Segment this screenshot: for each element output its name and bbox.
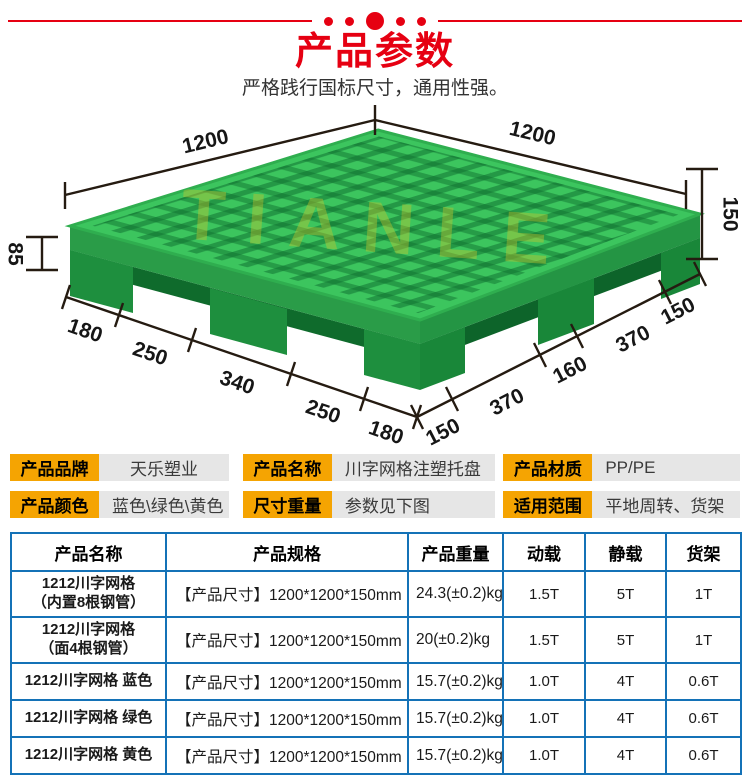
table-row: 1212川字网格 （面4根钢管） 【产品尺寸】1200*1200*150mm 20…	[10, 616, 742, 664]
cell-dynamic-load: 1.0T	[502, 662, 586, 701]
dim-bl-1: 250	[130, 337, 171, 370]
info-product-name-value: 川字网格注塑托盘	[331, 454, 496, 481]
cell-static-load: 4T	[584, 662, 667, 701]
info-size-weight: 尺寸重量 参数见下图	[242, 491, 496, 518]
col-header-rack-load: 货架	[665, 532, 742, 572]
decoration-line-right	[438, 20, 742, 22]
cell-dynamic-load: 1.5T	[502, 616, 586, 664]
info-brand-value: 天乐塑业	[99, 454, 229, 481]
dim-bl-2: 340	[217, 366, 258, 399]
cell-rack-load: 1T	[665, 570, 742, 618]
col-header-weight: 产品重量	[407, 532, 504, 572]
cell-rack-load: 0.6T	[665, 662, 742, 701]
cell-product-name: 1212川字网格 （内置8根钢管）	[10, 570, 167, 618]
red-dot	[345, 16, 354, 26]
pallet-dimension-figure: TIANLE 1200	[4, 105, 742, 447]
dimension-lines	[26, 105, 718, 430]
cell-static-load: 5T	[584, 616, 667, 664]
dim-br-4: 150	[657, 293, 699, 329]
cell-static-load: 4T	[584, 699, 667, 738]
cell-product-name: 1212川字网格 蓝色	[10, 662, 167, 701]
cell-weight: 20(±0.2)kg	[407, 616, 504, 664]
table-row: 1212川字网格 蓝色 【产品尺寸】1200*1200*150mm 15.7(±…	[10, 662, 742, 701]
col-header-static-load: 静载	[584, 532, 667, 572]
info-brand: 产品品牌 天乐塑业	[10, 454, 229, 481]
col-header-spec: 产品规格	[165, 532, 409, 572]
spec-table-header-row: 产品名称 产品规格 产品重量 动载 静载 货架	[10, 532, 742, 572]
cell-product-name: 1212川字网格 绿色	[10, 699, 167, 738]
cell-spec: 【产品尺寸】1200*1200*150mm	[165, 570, 409, 618]
info-product-name: 产品名称 川字网格注塑托盘	[242, 454, 496, 481]
info-material-label: 产品材质	[503, 454, 593, 481]
cell-static-load: 5T	[584, 570, 667, 618]
pallet-illustration: TIANLE	[64, 128, 705, 390]
col-header-dynamic-load: 动载	[502, 532, 586, 572]
cell-rack-load: 0.6T	[665, 736, 742, 775]
header-decoration	[0, 0, 750, 30]
dim-bl-4: 180	[366, 416, 407, 447]
dim-br-0: 150	[422, 414, 464, 447]
table-row: 1212川字网格 绿色 【产品尺寸】1200*1200*150mm 15.7(±…	[10, 699, 742, 738]
cell-spec: 【产品尺寸】1200*1200*150mm	[165, 616, 409, 664]
table-row: 1212川字网格 黄色 【产品尺寸】1200*1200*150mm 15.7(±…	[10, 736, 742, 775]
cell-weight: 15.7(±0.2)kg	[407, 699, 504, 738]
info-scope-value: 平地周转、货架	[592, 491, 740, 518]
dim-top-right: 1200	[507, 117, 558, 150]
cell-weight: 15.7(±0.2)kg	[407, 662, 504, 701]
cell-spec: 【产品尺寸】1200*1200*150mm	[165, 736, 409, 775]
cell-static-load: 4T	[584, 736, 667, 775]
cell-spec: 【产品尺寸】1200*1200*150mm	[165, 662, 409, 701]
dim-br-3: 370	[612, 321, 654, 357]
col-header-name: 产品名称	[10, 532, 167, 572]
cell-product-name: 1212川字网格 黄色	[10, 736, 167, 775]
spec-table: 产品名称 产品规格 产品重量 动载 静载 货架 1212川字网格 （内置8根钢管）…	[10, 532, 742, 775]
red-dot	[396, 16, 405, 26]
dim-bl-3: 250	[303, 395, 344, 428]
red-dot	[324, 16, 333, 26]
dim-height-150: 150	[719, 196, 742, 231]
page-subtitle: 严格践行国标尺寸，通用性强。	[241, 78, 508, 99]
cell-rack-load: 1T	[665, 616, 742, 664]
cell-rack-load: 0.6T	[665, 699, 742, 738]
info-row-1: 产品品牌 天乐塑业 产品名称 川字网格注塑托盘 产品材质 PP/PE	[10, 454, 740, 481]
cell-spec: 【产品尺寸】1200*1200*150mm	[165, 699, 409, 738]
info-material-value: PP/PE	[592, 454, 740, 481]
info-size-weight-value: 参数见下图	[331, 491, 496, 518]
product-info-strip: 产品品牌 天乐塑业 产品名称 川字网格注塑托盘 产品材质 PP/PE 产品颜色 …	[10, 454, 740, 518]
dim-br-1: 370	[486, 384, 528, 420]
dim-br-2: 160	[549, 352, 591, 388]
cell-product-name: 1212川字网格 （面4根钢管）	[10, 616, 167, 664]
dim-height-85: 85	[4, 242, 27, 266]
info-scope-label: 适用范围	[503, 491, 593, 518]
info-color-value: 蓝色\绿色\黄色	[99, 491, 229, 518]
cell-dynamic-load: 1.5T	[502, 570, 586, 618]
cell-weight: 15.7(±0.2)kg	[407, 736, 504, 775]
info-row-2: 产品颜色 蓝色\绿色\黄色 尺寸重量 参数见下图 适用范围 平地周转、货架	[10, 491, 740, 518]
info-scope: 适用范围 平地周转、货架	[503, 491, 740, 518]
cell-dynamic-load: 1.0T	[502, 736, 586, 775]
info-color: 产品颜色 蓝色\绿色\黄色	[10, 491, 229, 518]
cell-dynamic-load: 1.0T	[502, 699, 586, 738]
red-dot-large	[366, 12, 384, 30]
info-size-weight-label: 尺寸重量	[242, 491, 332, 518]
info-brand-label: 产品品牌	[10, 454, 99, 481]
dim-top-left: 1200	[180, 125, 231, 158]
info-product-name-label: 产品名称	[242, 454, 332, 481]
info-material: 产品材质 PP/PE	[503, 454, 740, 481]
red-dot	[417, 16, 426, 26]
page-title: 产品参数	[294, 31, 455, 73]
decoration-line-left	[8, 20, 312, 22]
cell-weight: 24.3(±0.2)kg	[407, 570, 504, 618]
dim-bl-0: 180	[65, 314, 106, 347]
info-color-label: 产品颜色	[10, 491, 99, 518]
table-row: 1212川字网格 （内置8根钢管） 【产品尺寸】1200*1200*150mm 2…	[10, 570, 742, 618]
